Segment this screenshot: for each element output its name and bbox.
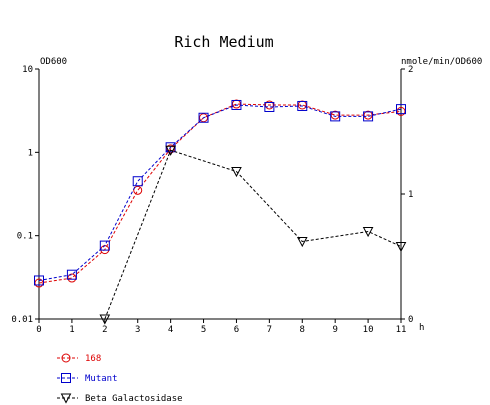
x-tick-label: 9 [332,325,337,335]
right-axis-ticks: 2 1 0 [401,65,413,325]
left-axis-ticks: 10 1 0.1 0.01 [11,65,39,325]
data-point-mutant [66,269,77,280]
data-point-mutant [34,275,44,286]
series-168 [34,99,406,288]
series-line-beta-galactosidase [104,149,402,320]
legend: 168 Mutant Beta Galactosidase [57,353,183,404]
x-tick-label: 0 [36,325,41,335]
data-point-mutant [198,112,209,123]
data-point-beta-galactosidase [395,242,407,253]
legend-item-beta-galactosidase: Beta Galactosidase [57,393,183,404]
data-point-mutant [297,100,308,111]
data-point-mutant [99,240,110,251]
axes [38,69,402,320]
data-point-beta-galactosidase [99,314,111,325]
left-tick-label: 0.01 [11,315,33,325]
x-tick-label: 10 [363,325,374,335]
series-line-168 [38,103,402,284]
x-axis-ticks: 0 1 2 3 4 5 6 7 8 9 10 11 [36,319,406,335]
x-tick-label: 2 [102,325,107,335]
data-point-mutant [363,111,374,122]
data-point-beta-galactosidase [231,167,242,178]
x-tick-label: 8 [300,325,305,335]
data-point-168 [133,185,143,195]
data-point-mutant [132,176,143,187]
data-point-beta-galactosidase [296,237,308,248]
right-tick-label: 1 [408,190,413,200]
legend-item-mutant: Mutant [57,373,118,384]
right-tick-label: 2 [408,65,413,75]
data-point-beta-galactosidase [165,145,176,156]
x-tick-label: 1 [69,325,74,335]
left-tick-label: 1 [28,148,33,158]
x-tick-label: 4 [168,325,173,335]
data-point-mutant [396,104,406,115]
legend-marker-mutant [61,373,71,383]
data-point-beta-galactosidase [362,227,374,238]
legend-label-beta-galactosidase: Beta Galactosidase [85,394,183,404]
x-axis-label: h [419,323,424,333]
left-tick-label: 0.1 [17,232,33,242]
legend-label-168: 168 [85,354,101,364]
series-beta-galactosidase [99,145,407,325]
right-tick-label: 0 [408,315,413,325]
x-tick-label: 5 [201,325,206,335]
legend-label-mutant: Mutant [85,374,118,384]
data-point-mutant [330,111,341,122]
legend-marker-beta-galactosidase [60,393,72,404]
legend-item-168: 168 [57,353,101,364]
series-line-mutant [38,104,402,281]
x-tick-label: 11 [396,325,407,335]
series-layer [34,99,407,325]
x-tick-label: 3 [135,325,140,335]
series-mutant [34,99,406,286]
x-tick-label: 7 [267,325,272,335]
data-point-mutant [231,99,242,110]
legend-marker-168 [61,353,71,363]
left-tick-label: 10 [22,65,33,75]
x-tick-label: 6 [234,325,239,335]
chart-title: Rich Medium [174,33,273,51]
right-axis-label: nmole/min/OD600 [401,57,482,67]
left-axis-label: OD600 [40,57,67,67]
data-point-mutant [264,101,275,112]
